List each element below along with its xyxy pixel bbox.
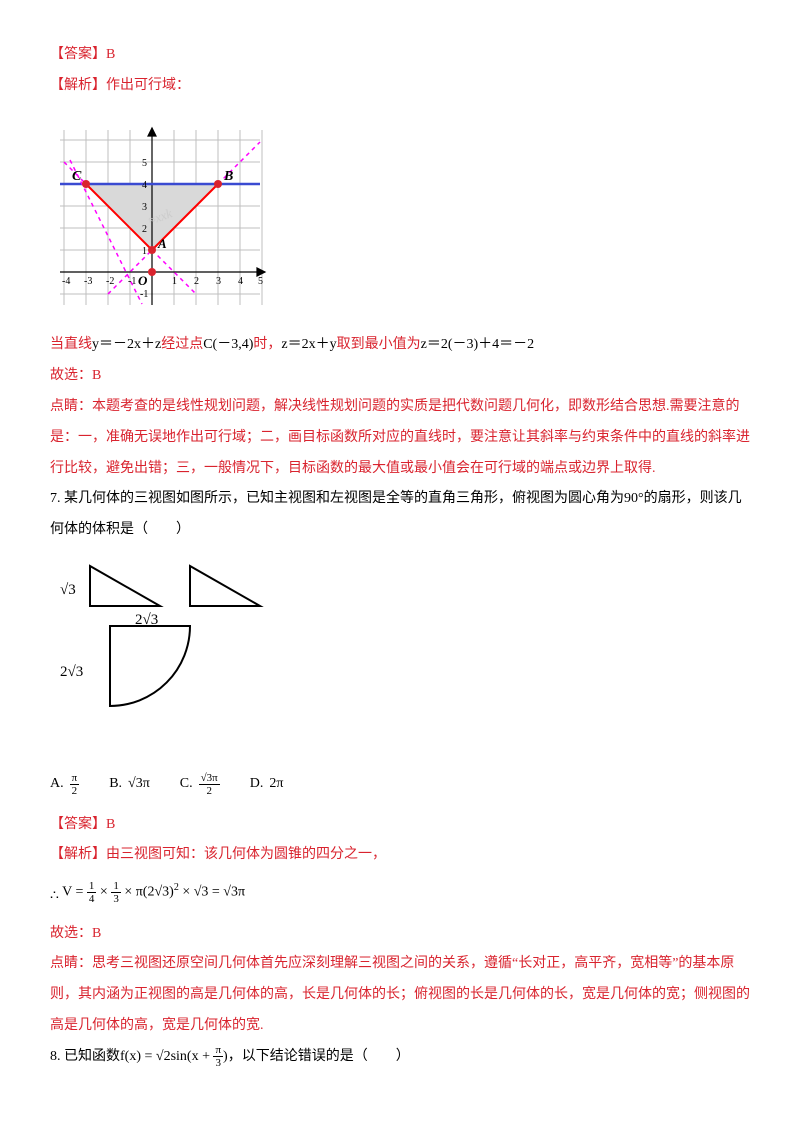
eq-pre: 当直线 bbox=[50, 337, 92, 352]
analysis-block: 【解析】作出可行域： bbox=[50, 71, 750, 102]
svg-text:√3: √3 bbox=[60, 582, 76, 598]
answer7-value: B bbox=[106, 817, 115, 832]
svg-text:O: O bbox=[138, 273, 148, 288]
svg-text:2√3: 2√3 bbox=[135, 612, 158, 628]
svg-text:2: 2 bbox=[142, 224, 147, 235]
svg-text:1: 1 bbox=[172, 276, 177, 287]
hint-7: 点睛：思考三视图还原空间几何体首先应深刻理解三视图之间的关系，遵循“长对正，高平… bbox=[50, 949, 750, 1041]
svg-text:2√3: 2√3 bbox=[60, 664, 83, 680]
analysis7-block: 【解析】由三视图可知：该几何体为圆锥的四分之一， bbox=[50, 840, 750, 871]
svg-text:B: B bbox=[223, 169, 233, 184]
analysis7-text: 由三视图可知：该几何体为圆锥的四分之一， bbox=[106, 847, 386, 862]
options-7: A. π2 B. √3π C. √3π2 D. 2π bbox=[50, 769, 750, 800]
so-choose7: 故选：B bbox=[50, 919, 750, 950]
analysis-label: 【解析】 bbox=[50, 78, 106, 93]
q8-text2: ，以下结论错误的是（ ） bbox=[228, 1049, 410, 1064]
hint-1: 点睛：本题考查的是线性规划问题，解决线性规划问题的实质是把代数问题几何化，即数形… bbox=[50, 392, 750, 484]
q7-text1: 某几何体的三视图如图所示，已知主视图和左视图是全等的直角三角形，俯视图为圆心角为 bbox=[64, 491, 624, 506]
svg-text:4: 4 bbox=[238, 276, 243, 287]
analysis-text: 作出可行域： bbox=[106, 78, 190, 93]
eq-mid3: 取到最小值为 bbox=[337, 337, 421, 352]
svg-text:-3: -3 bbox=[84, 276, 92, 287]
option-b: B. √3π bbox=[109, 769, 150, 800]
option-a: A. π2 bbox=[50, 769, 79, 800]
eq-pt: C(－3,4) bbox=[203, 337, 253, 352]
q7-num: 7. bbox=[50, 491, 64, 506]
question-7: 7. 某几何体的三视图如图所示，已知主视图和左视图是全等的直角三角形，俯视图为圆… bbox=[50, 484, 750, 546]
svg-text:-4: -4 bbox=[62, 276, 70, 287]
eq2: z＝2x＋y bbox=[281, 337, 336, 352]
eq1: y＝－2x＋z bbox=[92, 337, 161, 352]
volume-formula: ∴ V = 14 × 13 × π(2√3)2 × √3 = √3π bbox=[50, 877, 750, 912]
svg-text:4: 4 bbox=[142, 180, 147, 191]
svg-text:A: A bbox=[157, 236, 167, 251]
so-choose: 故选：B bbox=[50, 361, 750, 392]
option-d: D. 2π bbox=[250, 769, 284, 800]
answer7-block: 【答案】B bbox=[50, 810, 750, 841]
svg-text:5: 5 bbox=[142, 158, 147, 169]
q8-text1: 已知函数 bbox=[64, 1049, 120, 1064]
answer-label: 【答案】 bbox=[50, 47, 106, 62]
analysis7-label: 【解析】 bbox=[50, 847, 106, 862]
answer-block: 【答案】B bbox=[50, 40, 750, 71]
svg-text:-2: -2 bbox=[106, 276, 114, 287]
q8-fn: f(x) = √2sin(x + π3) bbox=[120, 1049, 228, 1064]
svg-text:5: 5 bbox=[258, 276, 263, 287]
svg-text:-1: -1 bbox=[128, 276, 136, 287]
eq-mid1: 经过点 bbox=[161, 337, 203, 352]
three-view-figure: √3 2√3 2√3 bbox=[50, 556, 750, 749]
eq3: z＝2(－3)＋4＝－2 bbox=[421, 337, 535, 352]
answer7-label: 【答案】 bbox=[50, 817, 106, 832]
svg-text:3: 3 bbox=[216, 276, 221, 287]
q7-angle: 90° bbox=[624, 491, 644, 506]
question-8: 8. 已知函数f(x) = √2sin(x + π3)，以下结论错误的是（ ） bbox=[50, 1042, 750, 1073]
svg-text:2: 2 bbox=[194, 276, 199, 287]
option-c: C. √3π2 bbox=[180, 769, 220, 800]
line-equation-statement: 当直线y＝－2x＋z经过点C(－3,4)时，z＝2x＋y取到最小值为z＝2(－3… bbox=[50, 330, 750, 361]
answer-value: B bbox=[106, 47, 115, 62]
eq-mid2: 时， bbox=[253, 337, 281, 352]
svg-text:C: C bbox=[72, 169, 82, 184]
svg-text:-1: -1 bbox=[140, 289, 148, 300]
svg-text:3: 3 bbox=[142, 202, 147, 213]
feasible-region-graph: ≈xxk C B A O -4-3 -2-1 12 34 5 12 34 5 -… bbox=[50, 110, 750, 323]
q8-num: 8. bbox=[50, 1049, 64, 1064]
svg-text:1: 1 bbox=[142, 246, 147, 257]
